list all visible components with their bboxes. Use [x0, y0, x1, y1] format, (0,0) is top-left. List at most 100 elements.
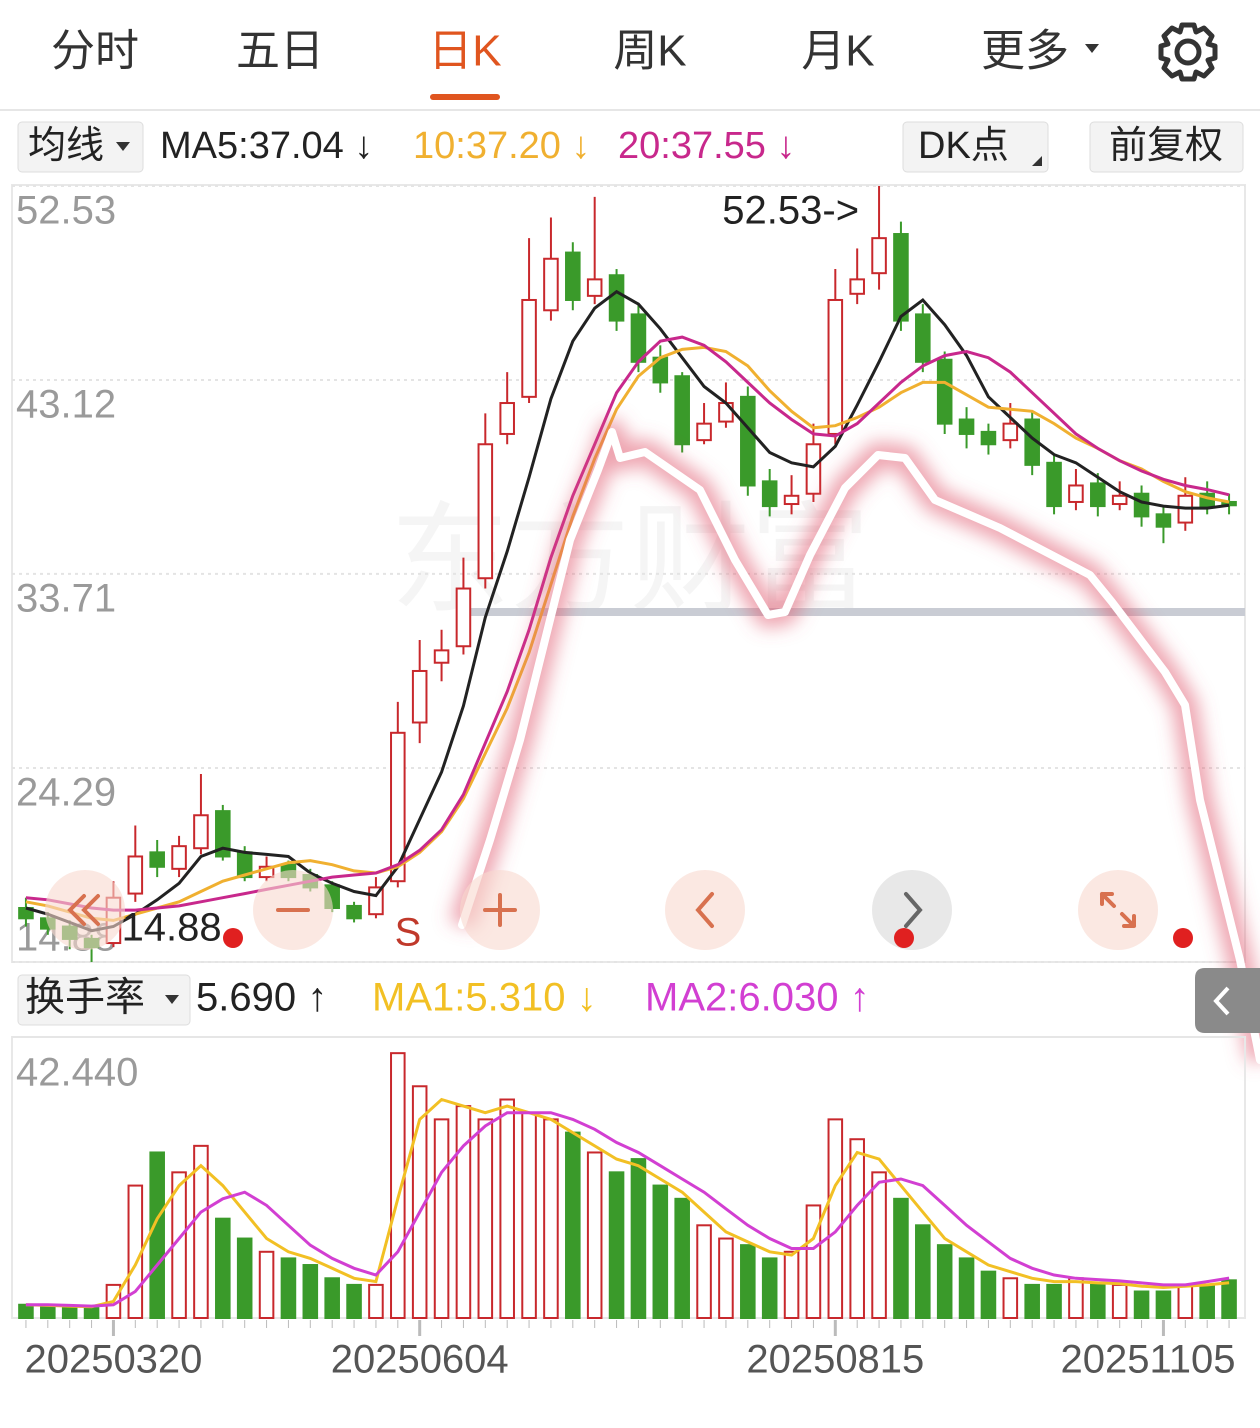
x-tick-label: 20251105: [1061, 1338, 1236, 1382]
volume-bar: [1046, 1283, 1062, 1319]
prev-button[interactable]: [665, 870, 745, 950]
tab-underline: [430, 94, 500, 100]
signal-marker: S: [395, 911, 422, 955]
y-tick-label: 43.12: [16, 383, 116, 427]
ma-selector-label: 均线: [28, 125, 104, 167]
event-dot: [894, 928, 914, 948]
volume-bar: [499, 1098, 515, 1319]
volume-bar: [718, 1237, 734, 1319]
volume-bar: [740, 1244, 756, 1319]
candle-body: [630, 313, 647, 363]
tab[interactable]: 日K: [428, 27, 501, 76]
candle-body: [455, 587, 472, 648]
volume-bar: [958, 1257, 975, 1320]
next-button[interactable]: [872, 870, 952, 950]
volume-bar: [236, 1237, 253, 1319]
volume-bar: [149, 1151, 165, 1319]
volume-bar: [783, 1250, 800, 1319]
drawing-stroke: [458, 428, 1260, 1064]
ma5-value: MA5:37.04 ↓: [160, 125, 373, 167]
ma-selector[interactable]: [17, 121, 144, 173]
candle-body: [915, 313, 931, 363]
volume-bar: [18, 1303, 34, 1320]
candle-body: [827, 298, 844, 435]
volume-bar: [1177, 1283, 1194, 1319]
candle-body: [871, 237, 887, 275]
candle-body: [783, 494, 800, 506]
candle-body: [477, 443, 494, 580]
candle-body: [149, 851, 165, 868]
volume-bar: [302, 1264, 319, 1320]
candle-body: [936, 358, 953, 425]
volume-bar: [193, 1144, 209, 1319]
volume-bar: [346, 1283, 362, 1319]
adjust-button[interactable]: [1089, 121, 1244, 173]
candle-body: [893, 233, 909, 322]
low-annotation: 14.88: [122, 906, 222, 950]
y-tick-label: 33.71: [16, 576, 116, 620]
volume-bar: [455, 1105, 472, 1319]
candle-body: [849, 278, 865, 295]
volume-bar: [1024, 1283, 1040, 1319]
candle-body: [521, 298, 537, 398]
candle-body: [411, 669, 428, 724]
adjust-label: 前复权: [1109, 125, 1223, 167]
x-axis: 20250320 20250604 20250815 20251105: [24, 1320, 1236, 1382]
volume-bar: [565, 1131, 581, 1320]
volume-bar: [915, 1224, 931, 1320]
volume-bar: [871, 1171, 887, 1320]
tab[interactable]: 月K: [801, 27, 874, 76]
candle-body: [1068, 484, 1084, 503]
dk-button[interactable]: [902, 121, 1049, 173]
ma2-value: MA2:6.030 ↑: [645, 976, 870, 1020]
volume-bar: [280, 1257, 297, 1320]
y-tick-label: 24.29: [16, 771, 116, 815]
candle-body: [608, 274, 625, 322]
event-dot: [1173, 928, 1193, 948]
volume-chart: 42.440: [12, 1036, 1245, 1320]
volume-bar: [83, 1307, 100, 1320]
volume-bar: [652, 1184, 669, 1319]
candle-body: [1111, 494, 1128, 506]
candle-body: [171, 845, 187, 870]
volume-bar: [258, 1250, 275, 1319]
candle-body: [980, 430, 997, 446]
more-arrow: [1085, 44, 1099, 53]
ma20-value: 20:37.55 ↓: [618, 125, 795, 167]
volume-bar: [368, 1283, 384, 1319]
volume-bar: [61, 1306, 78, 1320]
tab[interactable]: 更多: [981, 27, 1069, 76]
y-tick-label: 52.53: [16, 189, 116, 233]
side-tab-icon: [1213, 986, 1230, 1016]
volume-bar: [390, 1052, 406, 1319]
volume-bar: [1199, 1283, 1215, 1319]
ma-line: [25, 289, 1230, 933]
event-dot: [223, 928, 243, 948]
candle-body: [761, 480, 778, 508]
volume-bar: [1133, 1290, 1150, 1319]
tab[interactable]: 分时: [51, 27, 139, 76]
high-annotation: 52.53->: [722, 189, 859, 233]
volume-bar: [40, 1305, 56, 1320]
tab[interactable]: 周K: [613, 27, 686, 76]
volume-bar: [543, 1118, 559, 1319]
volume-bar: [215, 1217, 231, 1320]
volume-selector[interactable]: [17, 974, 191, 1026]
settings-icon[interactable]: [1158, 22, 1218, 82]
volume-bar: [849, 1138, 865, 1320]
candle-body: [740, 395, 756, 487]
candle-body: [696, 422, 712, 442]
volume-bar: [761, 1257, 778, 1320]
volume-bar: [696, 1224, 712, 1320]
tab-bar: 分时 五日 日K 周K 月K 更多: [51, 27, 1069, 100]
volume-bar: [1002, 1277, 1019, 1319]
x-tick-label: 20250604: [331, 1338, 509, 1382]
volume-bar: [936, 1244, 953, 1319]
fullscreen-button[interactable]: [1078, 870, 1158, 950]
candle-body: [193, 814, 209, 850]
tab[interactable]: 五日: [236, 27, 324, 76]
side-tab[interactable]: [1195, 968, 1260, 1033]
x-tick-label: 20250320: [24, 1338, 202, 1382]
candle-body: [1090, 482, 1106, 508]
